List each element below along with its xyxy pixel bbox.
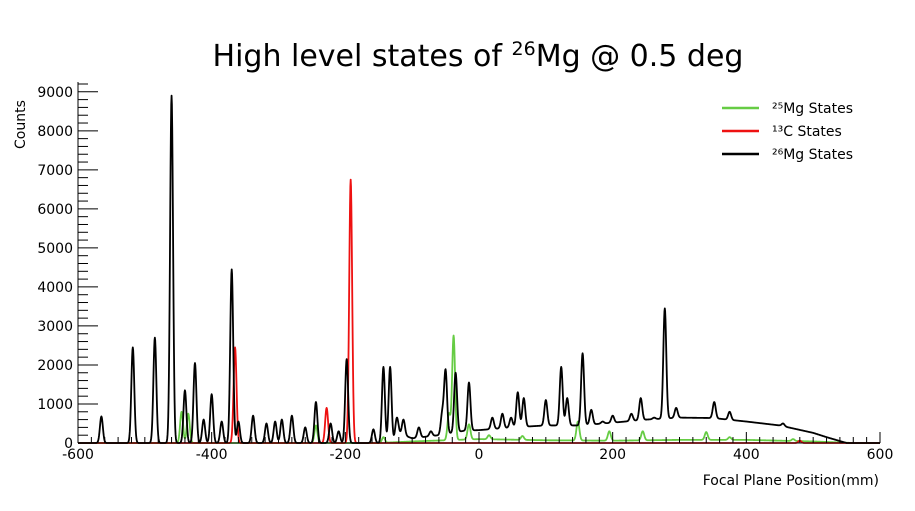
x-tick-label: 600	[867, 447, 894, 463]
x-tick-label: 400	[733, 447, 760, 463]
y-tick-label: 7000	[37, 163, 73, 179]
y-tick-label: 3000	[37, 319, 73, 335]
y-tick-label: 5000	[37, 241, 73, 257]
x-tick-label: -200	[329, 447, 361, 463]
y-tick-label: 1000	[37, 397, 73, 413]
y-tick-label: 9000	[37, 85, 73, 101]
series-line-1	[78, 178, 880, 444]
series-line-2	[78, 94, 880, 444]
y-tick-label: 2000	[37, 358, 73, 374]
y-tick-label: 4000	[37, 280, 73, 296]
y-tick-label: 0	[64, 436, 73, 452]
legend-label-2: ²⁶Mg States	[772, 147, 853, 163]
legend-label-0: ²⁵Mg States	[772, 101, 853, 117]
legend-label-1: ¹³C States	[772, 124, 842, 140]
x-tick-label: -600	[62, 447, 94, 463]
x-tick-label: -400	[196, 447, 228, 463]
x-tick-label: 200	[599, 447, 626, 463]
y-tick-label: 6000	[37, 202, 73, 218]
x-tick-label: 0	[475, 447, 484, 463]
y-axis-label: Counts	[13, 100, 29, 149]
y-tick-label: 8000	[37, 124, 73, 140]
chart-title: High level states of 26Mg @ 0.5 deg	[213, 38, 744, 74]
x-axis-label: Focal Plane Position(mm)	[703, 473, 879, 489]
